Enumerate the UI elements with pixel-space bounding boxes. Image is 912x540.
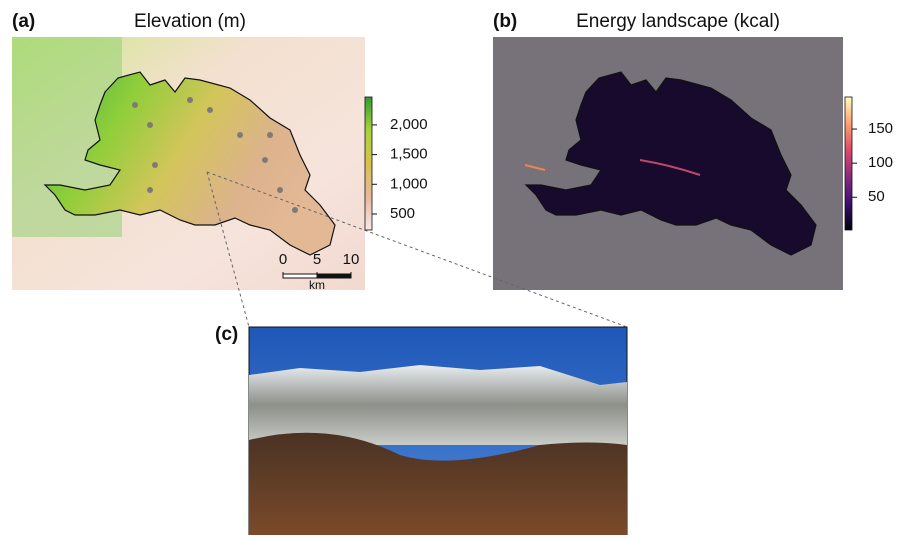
tick-label: 100: [868, 154, 893, 171]
tick-label: 50: [868, 188, 885, 205]
panel-label: (a): [12, 11, 35, 32]
tick-label: 500: [390, 205, 415, 222]
tick-label: 150: [868, 120, 893, 137]
scale-label: 10: [343, 251, 360, 268]
tick-label: 1,000: [390, 175, 428, 192]
panel-label: (c): [215, 324, 238, 345]
colorbar: [365, 97, 372, 230]
scale-label: 5: [313, 251, 321, 268]
figure: (a) Elevation (m) (b) Energy landscape (…: [0, 0, 912, 535]
tick-label: 1,500: [390, 146, 428, 163]
scale-label: 0: [279, 251, 287, 268]
tick-label: 2,000: [390, 116, 428, 133]
panel-title: Energy landscape (kcal): [576, 11, 780, 32]
panel-b-map: [493, 37, 843, 290]
panel-c-photo: [249, 327, 627, 535]
panel-title: Elevation (m): [134, 11, 246, 32]
panel-label: (b): [493, 11, 517, 32]
scale-unit: km: [309, 278, 325, 292]
colorbar: [845, 97, 852, 230]
